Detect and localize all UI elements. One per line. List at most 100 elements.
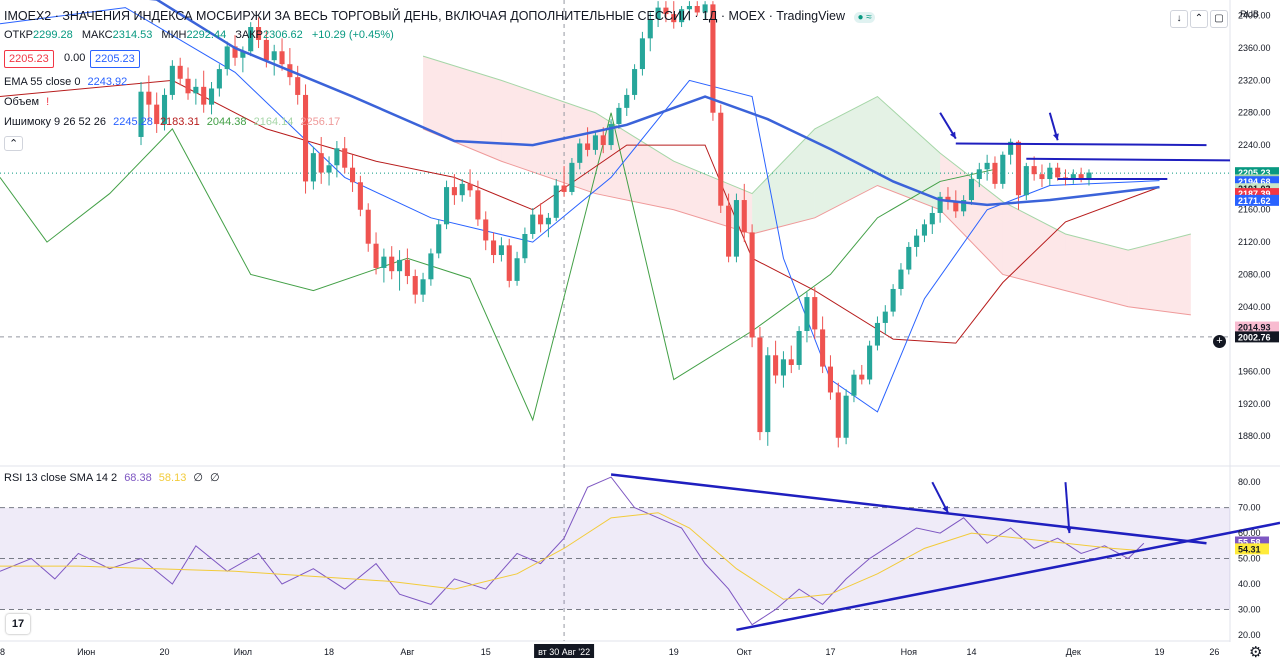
- arrow-annotation-rsi-1-head: [942, 505, 948, 513]
- ichimoku-span-a-line: [422, 55, 1191, 251]
- candle-body: [263, 39, 269, 61]
- candle-body: [514, 258, 520, 281]
- candle-body: [389, 256, 395, 272]
- candle-body: [867, 345, 873, 380]
- candle-body: [726, 205, 732, 257]
- ohlc-high-label: МАКС: [81, 29, 113, 41]
- price-axis-label: 2171.62: [1238, 196, 1271, 206]
- settings-gear-icon[interactable]: ⚙: [1249, 644, 1263, 661]
- ohlc-high-value: 2314.53: [112, 29, 153, 41]
- candle-body: [812, 297, 818, 330]
- collapse-icon: ⌃: [1194, 13, 1204, 24]
- price-tick-label: 2240.00: [1238, 140, 1271, 150]
- time-axis-label: 19: [669, 647, 679, 657]
- arrow-down-icon: ↓: [1176, 13, 1182, 24]
- candle-body: [679, 9, 685, 23]
- plus-icon: +: [1216, 335, 1223, 347]
- candle-body: [310, 153, 316, 182]
- candle-body: [616, 107, 622, 125]
- ichimoku-span-b-line: [422, 128, 1191, 316]
- candle-body: [773, 355, 779, 376]
- candle-body: [702, 4, 708, 13]
- candle-body: [522, 234, 528, 259]
- candle-body: [451, 187, 457, 196]
- candle-body: [342, 148, 348, 168]
- candle-body: [820, 329, 826, 367]
- candle-body: [694, 6, 700, 13]
- maximize-icon: ▢: [1214, 13, 1224, 24]
- ichimoku-cloud-segment: [1065, 234, 1129, 307]
- arrow-annotation-rsi-2-head: [1065, 526, 1072, 534]
- candle-body: [1055, 167, 1061, 178]
- candle-body: [193, 86, 199, 94]
- time-axis-label: 26: [1209, 647, 1219, 657]
- collapse-pane-button[interactable]: ⌃: [1190, 10, 1208, 28]
- candle-body: [961, 200, 967, 212]
- candle-body: [530, 214, 536, 234]
- rsi-tick-label: 40.00: [1238, 579, 1261, 589]
- price-axis-label: 2205.23: [1238, 168, 1271, 178]
- arrow-annotation-rsi-2-shaft: [1064, 482, 1071, 534]
- ichimoku-span-b-value: 2256.17: [300, 116, 341, 128]
- time-axis-label: Дек: [1066, 647, 1081, 657]
- currency-label[interactable]: RUB: [1240, 9, 1260, 19]
- price-tick-label: 2080.00: [1238, 269, 1271, 279]
- price-axis-label: 2014.93: [1238, 323, 1271, 333]
- price-tick-label: 2160.00: [1238, 205, 1271, 215]
- candle-body: [671, 14, 677, 23]
- candle-body: [491, 240, 497, 256]
- candle-body: [937, 196, 943, 213]
- candle-body: [561, 185, 567, 192]
- rsi-sma-value: 58.13: [158, 472, 187, 484]
- candle-body: [169, 65, 175, 95]
- tradingview-logo[interactable]: 17: [6, 614, 30, 634]
- ichimoku-span-a-value: 2164.14: [253, 116, 294, 128]
- rsi-axis-label-bg: [1235, 536, 1269, 548]
- candle-body: [436, 224, 442, 254]
- time-axis-label: 17: [825, 647, 835, 657]
- price-axis-label-bg: [1235, 194, 1279, 206]
- candle-body: [1047, 167, 1053, 180]
- add-crosshair-button[interactable]: +: [1213, 335, 1226, 348]
- candle-body: [373, 243, 379, 268]
- candle-body: [161, 94, 168, 125]
- ichimoku-cloud-segment: [752, 128, 815, 234]
- candle-body: [506, 245, 512, 281]
- rsi-tick-label: 50.00: [1238, 554, 1261, 564]
- collapse-legend-button[interactable]: ⌃: [4, 136, 24, 151]
- rsi-tick-label: 30.00: [1238, 604, 1261, 614]
- candle-body: [780, 359, 786, 376]
- rsi-tick-label: 70.00: [1238, 503, 1261, 513]
- rsi-trendline-1: [610, 473, 1207, 545]
- ema-value: 2243.92: [87, 76, 128, 88]
- ohlc-low-value: 2292.44: [186, 29, 227, 41]
- volume-legend[interactable]: Объем !: [4, 96, 49, 108]
- maximize-pane-button[interactable]: ▢: [1210, 10, 1228, 28]
- buy-price-button[interactable]: 2205.23: [90, 50, 140, 68]
- time-axis-label: 15: [481, 647, 491, 657]
- time-axis-label: Авг: [400, 647, 415, 657]
- ema-legend[interactable]: EMA 55 close 0 2243.92: [4, 76, 127, 88]
- candle-body: [585, 143, 591, 150]
- rsi-legend[interactable]: RSI 13 close SMA 14 2 68.38 58.13 ∅ ∅: [4, 471, 220, 484]
- candle-body: [984, 162, 990, 170]
- sell-price-button[interactable]: 2205.23: [4, 50, 54, 68]
- time-axis-label: Июн: [77, 647, 95, 657]
- candle-body: [404, 259, 410, 277]
- time-axis-label: 19: [1154, 647, 1164, 657]
- candle-body: [248, 27, 254, 52]
- candle-body: [663, 7, 669, 15]
- candle-body: [553, 185, 559, 218]
- ohlc-close-value: 2306.62: [263, 29, 303, 41]
- price-axis-label: 2002.76: [1238, 332, 1271, 342]
- scroll-down-button[interactable]: ↓: [1170, 10, 1188, 28]
- candle-body: [498, 245, 504, 256]
- candle-body: [185, 78, 191, 94]
- arrow-annotation-main-2-head: [1052, 133, 1059, 141]
- candle-body: [608, 124, 614, 146]
- candle-body: [874, 322, 880, 346]
- ichimoku-legend[interactable]: Ишимоку 9 26 52 26 2245.28 2183.31 2044.…: [4, 116, 340, 128]
- price-tick-label: 1880.00: [1238, 431, 1271, 441]
